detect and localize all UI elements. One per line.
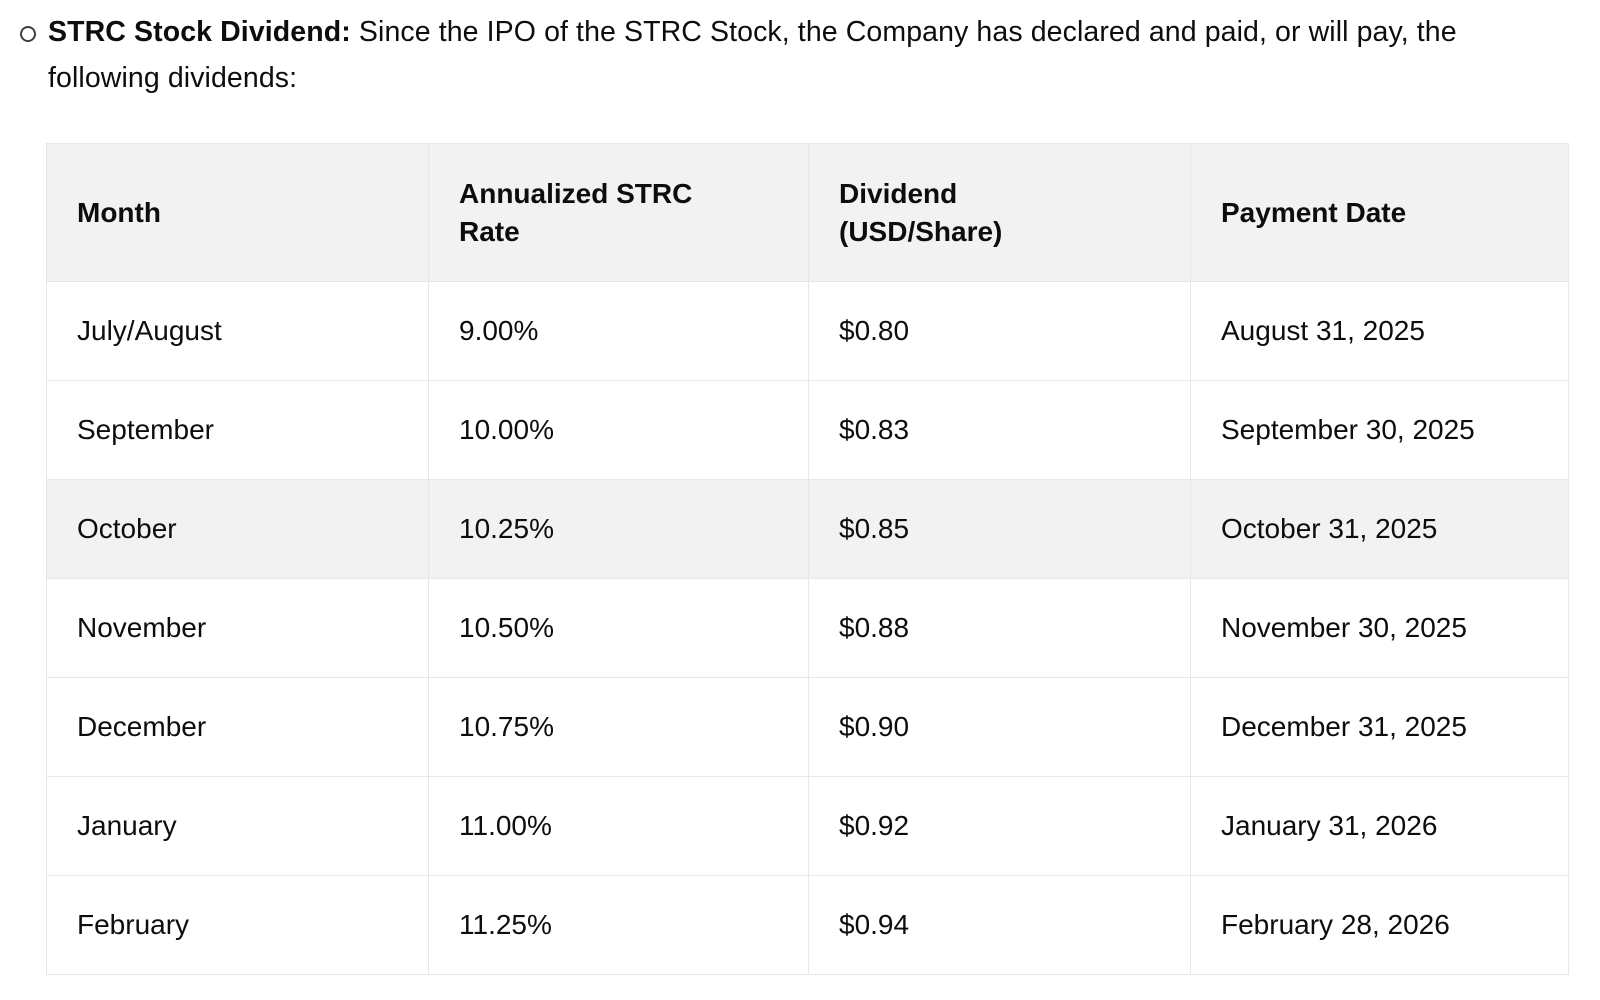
table-row: December 10.75% $0.90 December 31, 2025: [46, 677, 1569, 777]
cell-rate: 10.25%: [428, 479, 809, 579]
table-row: October 10.25% $0.85 October 31, 2025: [46, 479, 1569, 579]
paragraph-bold-lead: STRC Stock Dividend:: [48, 16, 351, 48]
paragraph-text: Since the IPO of the STRC Stock, the Com…: [48, 16, 1457, 94]
cell-payment-date: October 31, 2025: [1190, 479, 1569, 579]
table-row: January 11.00% $0.92 January 31, 2026: [46, 776, 1569, 876]
cell-month: October: [46, 479, 429, 579]
cell-dividend: $0.88: [808, 578, 1191, 678]
dividend-table: Month Annualized STRC Rate Dividend (USD…: [46, 143, 1569, 975]
column-header-annualized-rate: Annualized STRC Rate: [428, 143, 809, 282]
table-row: February 11.25% $0.94 February 28, 2026: [46, 875, 1569, 975]
cell-month: July/August: [46, 281, 429, 381]
table-row: July/August 9.00% $0.80 August 31, 2025: [46, 281, 1569, 381]
cell-rate: 10.00%: [428, 380, 809, 480]
cell-payment-date: August 31, 2025: [1190, 281, 1569, 381]
table-body: July/August 9.00% $0.80 August 31, 2025 …: [46, 281, 1569, 975]
column-header-dividend: Dividend (USD/Share): [808, 143, 1191, 282]
cell-payment-date: February 28, 2026: [1190, 875, 1569, 975]
table-header-row: Month Annualized STRC Rate Dividend (USD…: [46, 143, 1569, 282]
cell-dividend: $0.80: [808, 281, 1191, 381]
cell-dividend: $0.90: [808, 677, 1191, 777]
cell-payment-date: November 30, 2025: [1190, 578, 1569, 678]
cell-dividend: $0.92: [808, 776, 1191, 876]
cell-payment-date: January 31, 2026: [1190, 776, 1569, 876]
cell-rate: 11.00%: [428, 776, 809, 876]
cell-dividend: $0.85: [808, 479, 1191, 579]
table-header: Month Annualized STRC Rate Dividend (USD…: [46, 143, 1569, 282]
cell-month: January: [46, 776, 429, 876]
cell-month: November: [46, 578, 429, 678]
cell-rate: 10.50%: [428, 578, 809, 678]
cell-month: December: [46, 677, 429, 777]
cell-dividend: $0.94: [808, 875, 1191, 975]
cell-dividend: $0.83: [808, 380, 1191, 480]
cell-rate: 11.25%: [428, 875, 809, 975]
column-header-month: Month: [46, 143, 429, 282]
column-header-payment-date: Payment Date: [1190, 143, 1569, 282]
dividend-paragraph: STRC Stock Dividend: Since the IPO of th…: [48, 9, 1530, 101]
table-row: November 10.50% $0.88 November 30, 2025: [46, 578, 1569, 678]
cell-rate: 10.75%: [428, 677, 809, 777]
cell-month: September: [46, 380, 429, 480]
table-row: September 10.00% $0.83 September 30, 202…: [46, 380, 1569, 480]
bullet-circle-icon: [20, 26, 36, 42]
cell-payment-date: September 30, 2025: [1190, 380, 1569, 480]
cell-rate: 9.00%: [428, 281, 809, 381]
cell-month: February: [46, 875, 429, 975]
cell-payment-date: December 31, 2025: [1190, 677, 1569, 777]
